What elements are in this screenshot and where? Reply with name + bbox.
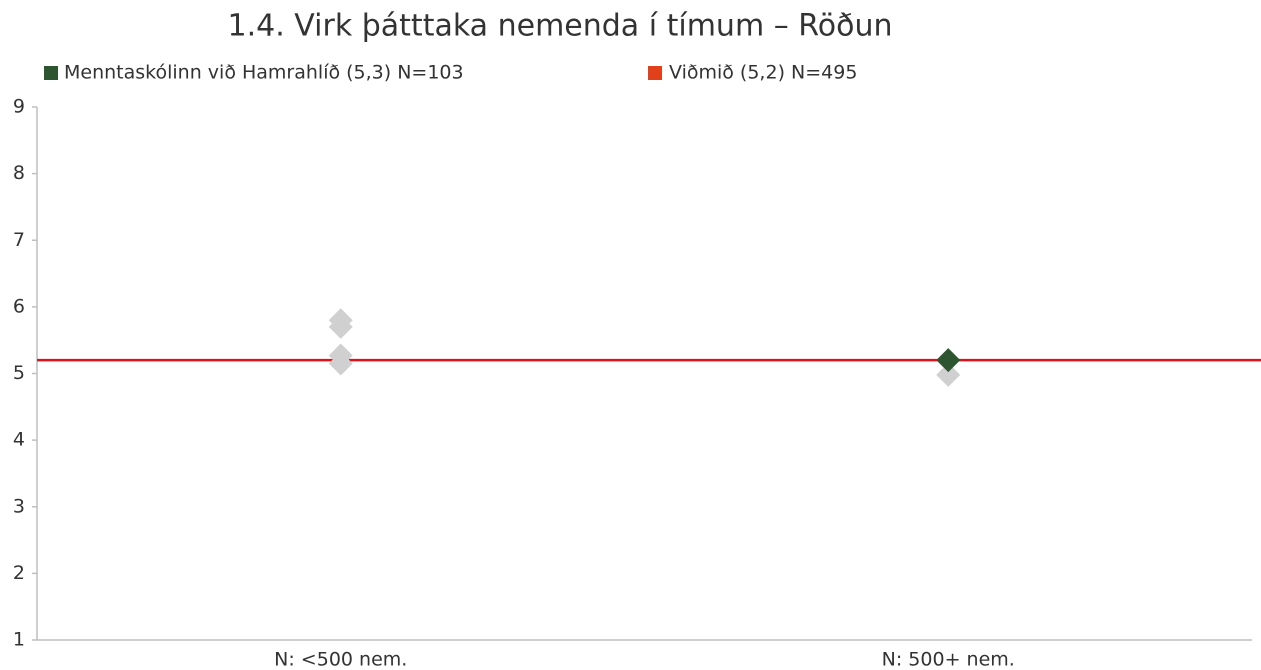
y-tick-label: 2 <box>13 562 25 584</box>
point <box>328 314 353 339</box>
chart-title: 1.4. Virk þátttaka nemenda í tímum – Röð… <box>228 9 893 44</box>
y-tick-label: 7 <box>13 229 25 251</box>
y-tick-label: 9 <box>13 96 25 118</box>
y-tick-label: 6 <box>13 295 25 317</box>
x-tick-label: N: 500+ nem. <box>882 649 1015 670</box>
y-tick-label: 4 <box>13 429 25 451</box>
legend-label: Menntaskólinn við Hamrahlíð (5,3) N=103 <box>64 62 464 84</box>
legend-label: Viðmið (5,2) N=495 <box>669 62 857 84</box>
point <box>328 351 353 376</box>
x-tick-label: N: <500 nem. <box>274 649 407 670</box>
legend-swatch <box>44 66 58 80</box>
y-tick-label: 8 <box>13 162 25 184</box>
legend-swatch <box>648 66 662 80</box>
y-tick-label: 1 <box>13 629 25 651</box>
point <box>936 348 961 373</box>
y-tick-label: 5 <box>13 362 25 384</box>
point <box>936 362 961 387</box>
y-tick-label: 3 <box>13 495 25 517</box>
